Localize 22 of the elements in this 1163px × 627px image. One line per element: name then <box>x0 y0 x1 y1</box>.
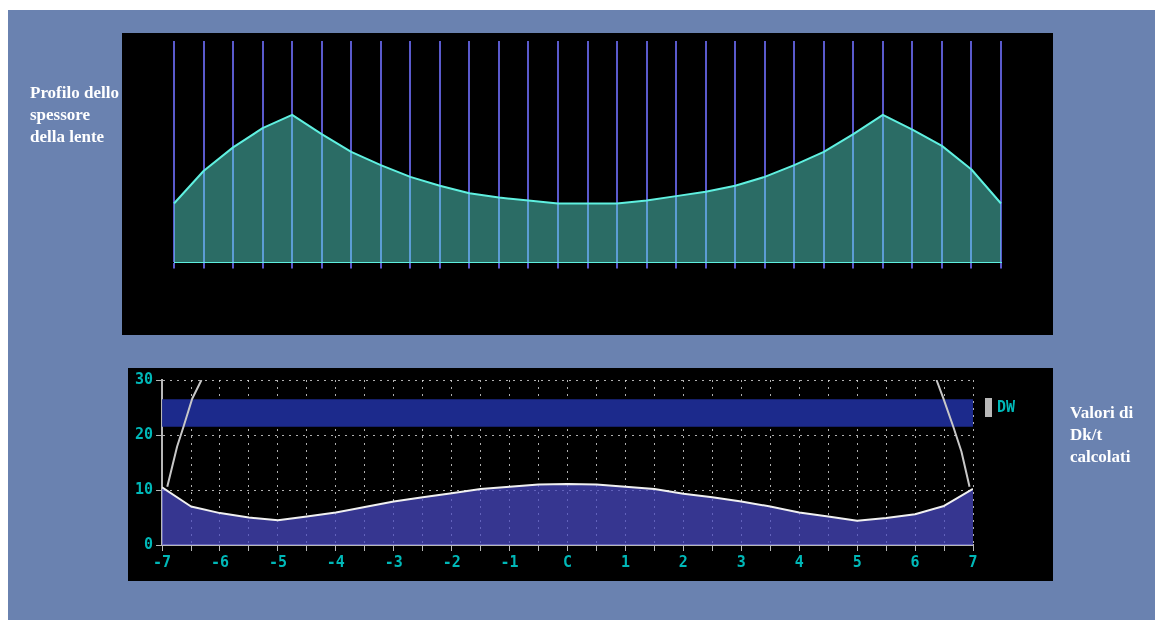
x-tick-label: 3 <box>736 552 746 571</box>
x-tick-label: 2 <box>678 552 688 571</box>
x-tick-label: -4 <box>326 552 345 571</box>
y-axis-title: Valori di Dk/t calcolati <box>1070 402 1135 468</box>
x-tick-label: C <box>563 552 573 571</box>
y-tick-label: 0 <box>144 534 154 553</box>
x-tick-label: 5 <box>852 552 862 571</box>
x-tick-label: 6 <box>910 552 920 571</box>
y-tick-label: 10 <box>135 479 154 498</box>
y-tick-label: 30 <box>135 369 154 388</box>
x-tick-label: -5 <box>268 552 287 571</box>
band-label: DW <box>997 397 1017 416</box>
x-tick-label: 7 <box>968 552 978 571</box>
x-tick-label: 4 <box>794 552 804 571</box>
x-tick-label: -1 <box>500 552 519 571</box>
x-tick-label: -6 <box>210 552 230 571</box>
x-tick-label: 1 <box>620 552 630 571</box>
x-tick-label: -2 <box>442 552 461 571</box>
x-tick-label: -3 <box>384 552 403 571</box>
y-tick-label: 20 <box>135 424 154 443</box>
x-tick-label: -7 <box>153 552 172 571</box>
y-axis-title: Profilo dello spessore della lente <box>30 82 120 148</box>
